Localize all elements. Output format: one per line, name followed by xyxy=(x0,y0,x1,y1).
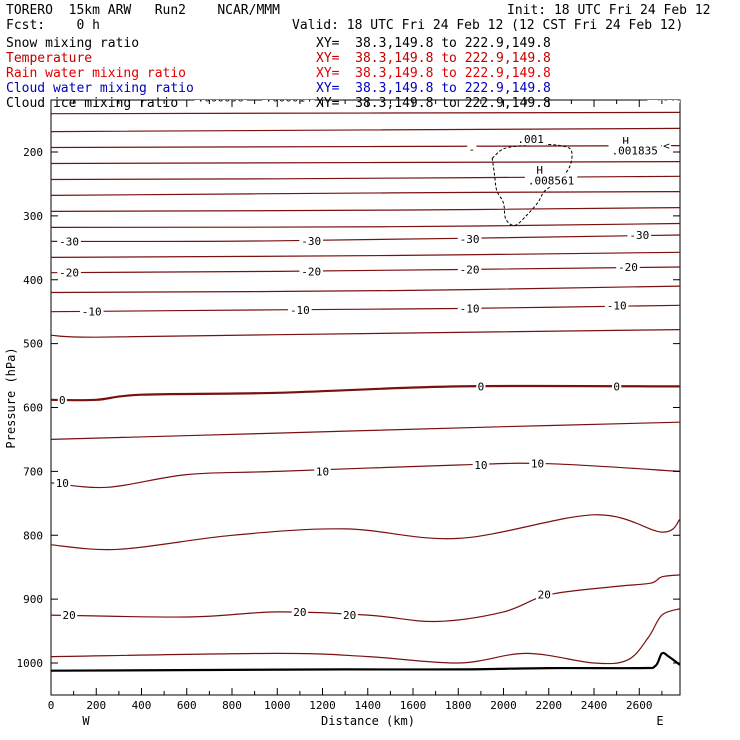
isotherm-line xyxy=(51,384,680,402)
isotherm-line xyxy=(51,222,680,228)
contour-label: 10 xyxy=(474,459,487,472)
legend-cloud-water: Cloud water mixing ratio xyxy=(6,81,194,96)
x-tick-label: 2000 xyxy=(490,699,517,712)
contour-label: 10 xyxy=(56,477,69,490)
y-tick-label: 400 xyxy=(23,274,43,287)
legend-temperature: Temperature xyxy=(6,51,93,66)
contour-label: .000014 xyxy=(265,92,312,105)
x-tick-label: 600 xyxy=(177,699,197,712)
isotherm-line xyxy=(51,304,680,313)
y-axis-label: Pressure (hPa) xyxy=(4,347,18,448)
x-tick-label: 200 xyxy=(86,699,106,712)
x-tick-label: 1400 xyxy=(355,699,382,712)
isotherm-line xyxy=(51,251,680,258)
contour-label: -30 xyxy=(460,233,480,246)
isotherm-line xyxy=(51,421,680,440)
contour-label: -30 xyxy=(59,235,79,248)
isotherm-line xyxy=(51,127,680,133)
isotherm-line xyxy=(51,462,680,489)
isotherm-line xyxy=(51,329,680,338)
x-tick-label: 1000 xyxy=(264,699,291,712)
x-tick-label: 2400 xyxy=(581,699,608,712)
model-title: TORERO 15km ARW Run2 NCAR/MMM xyxy=(6,3,280,18)
isotherm-line xyxy=(51,111,680,115)
isotherm-line xyxy=(51,574,680,623)
cloud-ice-label: .001 xyxy=(517,133,544,146)
y-tick-label: 300 xyxy=(23,210,43,223)
snow-label: H xyxy=(622,135,629,148)
isotherm-line xyxy=(51,266,680,274)
snow-label: - xyxy=(469,143,476,156)
snow-label: .001835 xyxy=(612,145,658,158)
y-tick-label: 900 xyxy=(23,593,43,606)
contour-label: -10 xyxy=(82,306,102,319)
legend-cloud-water-xy: XY= 38.3,149.8 to 222.9,149.8 xyxy=(316,81,551,96)
legend-rain-xy: XY= 38.3,149.8 to 222.9,149.8 xyxy=(316,66,551,81)
east-label: E xyxy=(656,714,663,728)
isotherm-line xyxy=(51,175,680,181)
isotherm-line xyxy=(51,96,680,97)
contour-label: 20 xyxy=(62,609,75,622)
isotherm-line xyxy=(51,207,680,212)
x-tick-label: 1800 xyxy=(445,699,472,712)
snow-label: < xyxy=(663,140,670,153)
contour-label: 10 xyxy=(531,458,544,471)
y-tick-label: 1000 xyxy=(17,657,44,670)
cloud-ice-contour xyxy=(491,143,573,227)
forecast-hour: Fcst: 0 h xyxy=(6,18,100,33)
y-tick-label: 800 xyxy=(23,529,43,542)
contour-label: 0 xyxy=(59,394,66,407)
y-tick-label: 700 xyxy=(23,465,43,478)
isotherm-line xyxy=(51,285,680,294)
legend-rain: Rain water mixing ratio xyxy=(6,66,187,81)
isotherm-line xyxy=(51,234,680,243)
legend-temperature-xy: XY= 38.3,149.8 to 222.9,149.8 xyxy=(316,51,551,66)
contour-label: -20 xyxy=(460,264,480,277)
legend-snow-xy: XY= 38.3,149.8 to 222.9,149.8 xyxy=(316,36,551,51)
y-tick-label: 600 xyxy=(23,402,43,415)
isotherm-line xyxy=(51,145,680,149)
contour-label: -10 xyxy=(607,299,627,312)
contour-label: 20 xyxy=(293,606,306,619)
x-tick-label: 400 xyxy=(132,699,152,712)
west-label: W xyxy=(82,714,90,728)
x-tick-label: 800 xyxy=(222,699,242,712)
contour-label: -20 xyxy=(59,267,79,280)
x-tick-label: 2200 xyxy=(536,699,563,712)
y-tick-label: 200 xyxy=(23,146,43,159)
x-tick-label: 2600 xyxy=(626,699,653,712)
legend-snow: Snow mixing ratio xyxy=(6,36,140,51)
contour-label: -10 xyxy=(290,304,310,317)
contour-label: -20 xyxy=(301,265,321,278)
contour-label: .000056 xyxy=(198,92,244,105)
contour-label: -10 xyxy=(460,302,480,315)
init-time: Init: 18 UTC Fri 24 Feb 12 xyxy=(507,3,711,18)
cloud-ice-label: H xyxy=(536,164,543,177)
isotherm-line xyxy=(51,514,680,551)
contour-label: 20 xyxy=(538,589,551,602)
isotherm-line xyxy=(51,161,680,165)
valid-time: Valid: 18 UTC Fri 24 Feb 12 (12 CST Fri … xyxy=(292,18,684,33)
isotherm-line xyxy=(51,608,680,665)
x-axis-label: Distance (km) xyxy=(321,714,415,728)
contour-label: 20 xyxy=(343,609,356,622)
contour-label: -30 xyxy=(301,235,321,248)
cloud-ice-label: .008561 xyxy=(528,175,574,188)
plot-frame xyxy=(50,99,681,696)
contour-label: 10 xyxy=(316,465,329,478)
x-tick-label: 1600 xyxy=(400,699,427,712)
contour-label: -79.5 xyxy=(650,90,683,103)
contour-label: 0 xyxy=(478,380,485,393)
contour-label: -20 xyxy=(618,261,638,274)
x-tick-label: 0 xyxy=(48,699,55,712)
y-tick-label: 500 xyxy=(23,338,43,351)
contour-label: -30 xyxy=(629,229,649,242)
terrain-line xyxy=(51,651,680,672)
x-tick-label: 1200 xyxy=(309,699,336,712)
isotherm-line xyxy=(51,191,680,196)
contour-label: 0 xyxy=(613,380,620,393)
